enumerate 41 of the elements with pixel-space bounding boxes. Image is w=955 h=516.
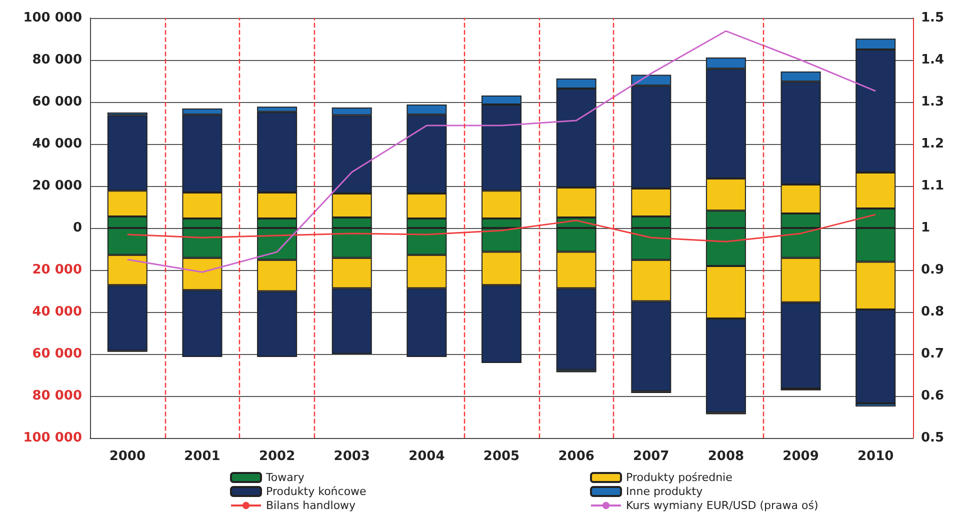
x-tick-label: 2010: [857, 449, 894, 464]
legend-label: Produkty końcowe: [266, 485, 367, 498]
y2-tick-label: 0.6: [921, 388, 944, 404]
x-tick-label: 2008: [708, 449, 744, 464]
x-tick-label: 2002: [258, 449, 296, 464]
legend-label: Kurs wymiany EUR/USD (prawa oś): [626, 499, 818, 512]
line-series: [126, 214, 876, 242]
y2-tick-label: 1.4: [921, 52, 944, 68]
legend-label: Inne produkty: [626, 485, 704, 498]
y-tick-label: 20 000: [32, 262, 82, 278]
y2-tick-label: 0.7: [921, 346, 944, 362]
y2-tick-label: 0.8: [921, 304, 944, 320]
legend-label: Bilans handlowy: [266, 499, 356, 512]
line-series: [126, 30, 876, 273]
legend-label: Produkty pośrednie: [626, 471, 733, 484]
y-tick-label: 80 000: [32, 388, 82, 404]
y-tick-label: 100 000: [23, 430, 82, 446]
y-tick-label: 100 000: [23, 10, 82, 26]
x-tick-label: 2007: [633, 449, 670, 464]
x-tick-label: 2006: [558, 449, 594, 464]
y-tick-label: 60 000: [32, 94, 82, 110]
y-tick-label: 40 000: [32, 304, 82, 320]
x-tick-label: 2003: [334, 449, 370, 464]
y2-tick-label: 1.5: [921, 10, 944, 26]
x-tick-label: 2009: [782, 449, 819, 464]
x-tick-label: 2000: [109, 449, 146, 464]
y-tick-label: 40 000: [32, 136, 82, 152]
legend-label: Towary: [265, 471, 305, 484]
y2-tick-label: 1.3: [921, 94, 944, 110]
y2-tick-label: 1.2: [921, 136, 944, 152]
y-tick-label: 80 000: [32, 52, 82, 68]
x-tick-label: 2004: [408, 449, 445, 464]
y-tick-label: 20 000: [32, 178, 82, 194]
y2-tick-label: 1.1: [921, 178, 944, 194]
x-tick-label: 2005: [483, 449, 520, 464]
x-tick-label: 2001: [184, 449, 220, 464]
y2-tick-label: 1: [921, 220, 930, 236]
y-tick-label: 0: [72, 220, 82, 236]
y2-tick-label: 0.9: [921, 262, 944, 278]
y2-tick-label: 0.5: [921, 430, 944, 446]
y-tick-label: 60 000: [32, 346, 82, 362]
